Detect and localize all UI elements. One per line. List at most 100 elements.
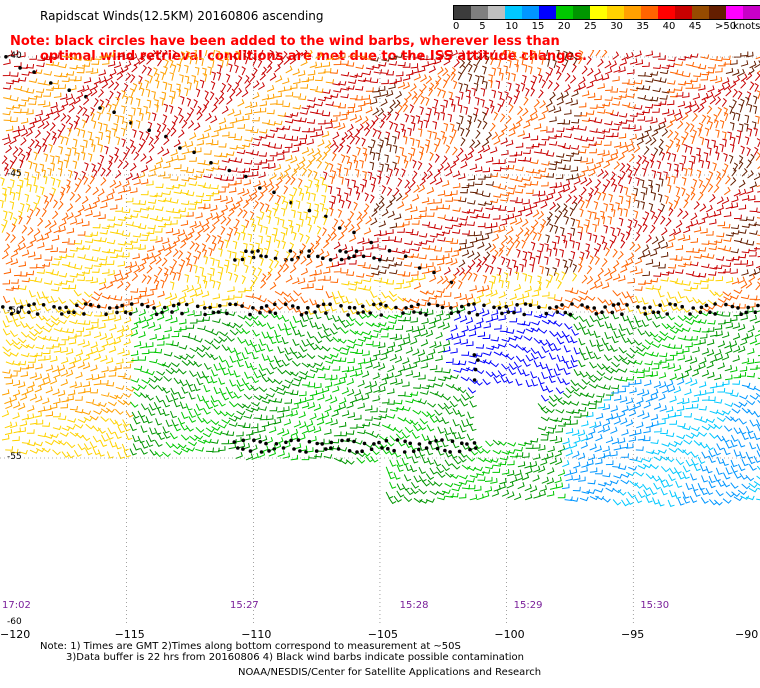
wind-barb — [700, 54, 710, 59]
wind-barb — [138, 309, 147, 317]
wind-barb — [562, 120, 571, 125]
wind-barb — [635, 295, 643, 304]
quality-flag-dot — [252, 438, 256, 443]
wind-barb — [747, 170, 754, 179]
wind-barb — [379, 408, 388, 413]
wind-barb — [741, 432, 749, 441]
wind-barb — [193, 408, 202, 416]
wind-barb — [522, 258, 527, 268]
wind-barb — [115, 252, 124, 257]
wind-barb — [378, 413, 387, 419]
wind-barb — [683, 286, 692, 292]
wind-barb — [147, 121, 153, 131]
wind-barb — [5, 446, 14, 451]
wind-barb — [563, 367, 571, 376]
wind-barb — [155, 50, 163, 57]
wind-barb — [449, 374, 459, 380]
quality-flag-dot — [250, 250, 254, 254]
wind-barb — [74, 331, 82, 337]
wind-barb — [514, 234, 520, 244]
wind-barb — [123, 95, 129, 105]
wind-barb — [330, 226, 336, 236]
wind-barb — [378, 245, 387, 250]
wind-barb — [754, 316, 760, 324]
wind-barb — [186, 232, 193, 241]
wind-barb — [556, 127, 565, 133]
wind-barb — [666, 162, 672, 172]
wind-barb — [250, 402, 260, 407]
wind-barb — [42, 336, 52, 341]
wind-barb — [642, 167, 647, 177]
wind-barb — [666, 120, 674, 129]
wind-barb — [171, 419, 179, 427]
wind-barb — [43, 92, 52, 97]
wind-barb — [317, 393, 325, 401]
wind-barb — [449, 135, 454, 145]
wind-barb — [69, 299, 78, 306]
wind-barb — [123, 186, 131, 193]
wind-barb — [427, 198, 435, 205]
legend-tick-label: >50 — [715, 21, 737, 32]
wind-barb — [111, 128, 117, 137]
wind-barb — [426, 238, 435, 243]
wind-barb — [65, 154, 70, 163]
wind-barb — [434, 315, 442, 323]
wind-barb — [361, 421, 371, 427]
wind-barb — [187, 55, 193, 65]
quality-flag-dot — [64, 305, 68, 310]
wind-barb — [210, 279, 216, 289]
wind-barb — [597, 109, 606, 114]
wind-barb — [362, 170, 367, 180]
wind-barb — [488, 280, 494, 290]
wind-barb — [593, 186, 599, 196]
quality-flag-dot — [403, 254, 408, 259]
wind-barb — [42, 55, 51, 61]
wind-barb — [210, 204, 218, 212]
wind-barb — [3, 351, 13, 357]
wind-barb — [415, 139, 421, 148]
wind-barb — [597, 425, 605, 434]
wind-barb — [292, 126, 301, 132]
wind-barb — [209, 331, 219, 336]
wind-barb — [284, 347, 292, 355]
wind-barb — [309, 131, 318, 138]
wind-barb — [210, 257, 215, 266]
wind-barb — [258, 247, 264, 257]
wind-barb — [651, 191, 656, 201]
wind-barb — [135, 98, 141, 107]
wind-barb — [681, 177, 687, 186]
wind-barb — [213, 97, 219, 107]
wind-barb — [43, 71, 52, 76]
wind-barb — [213, 408, 222, 415]
wind-barb — [29, 138, 35, 148]
wind-barb — [413, 95, 419, 105]
wind-barb — [228, 443, 237, 450]
wind-barb — [741, 382, 751, 388]
wind-barb — [650, 210, 656, 220]
wind-barb — [338, 421, 347, 428]
wind-barb — [258, 343, 266, 352]
wind-barb — [370, 217, 378, 226]
wind-barb — [202, 280, 208, 289]
wind-barb — [291, 403, 299, 410]
quality-flag-dot — [251, 255, 256, 260]
wind-barb — [185, 50, 191, 60]
wind-barb — [595, 179, 602, 188]
wind-barb — [113, 81, 120, 91]
wind-barb — [257, 298, 267, 303]
wind-barb — [237, 422, 246, 427]
wind-barb — [404, 203, 413, 211]
wind-barb — [709, 409, 719, 415]
wind-barb — [197, 394, 205, 402]
wind-barb — [557, 279, 562, 289]
quality-flag-dot — [466, 302, 471, 307]
wind-barb — [508, 129, 516, 137]
wind-barb — [130, 307, 138, 315]
wind-barb — [617, 437, 626, 444]
wind-barb — [274, 92, 282, 98]
wind-barb — [163, 272, 169, 282]
wind-barb — [61, 212, 69, 221]
wind-barb — [316, 388, 324, 395]
wind-barb — [447, 113, 453, 123]
wind-barb — [413, 184, 420, 193]
